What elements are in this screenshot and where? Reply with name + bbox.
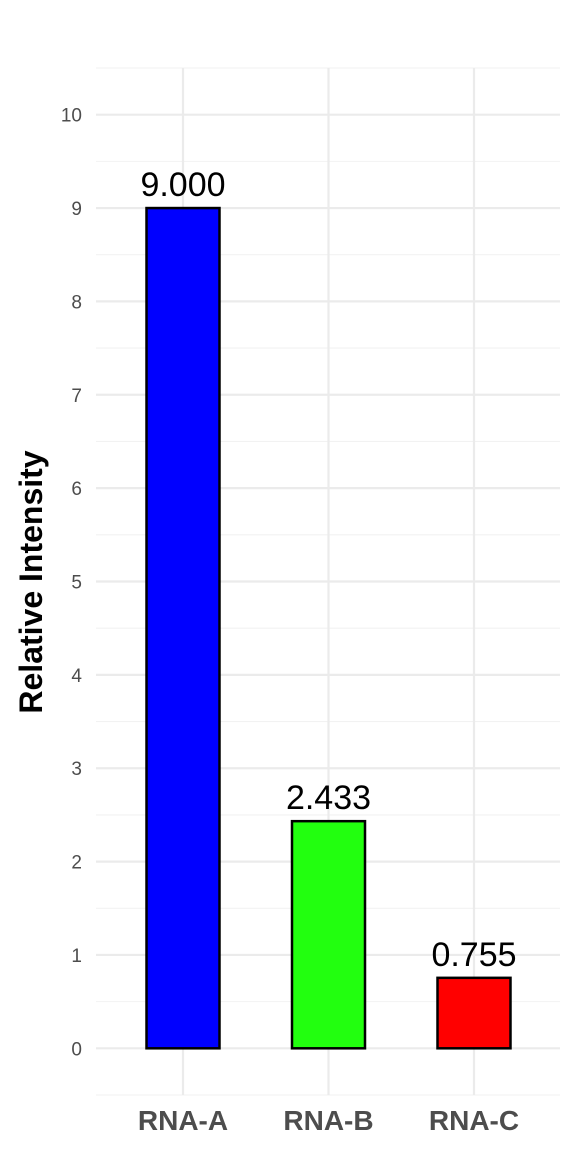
- bar-rna-a: [145, 206, 221, 1050]
- y-tick-label: 5: [71, 573, 82, 594]
- y-tick-label: 8: [71, 292, 82, 313]
- x-tick-label: RNA-A: [138, 1105, 228, 1136]
- bar-rna-c: [436, 976, 512, 1050]
- y-tick-label: 6: [71, 479, 82, 500]
- y-tick-label: 1: [71, 946, 82, 967]
- bar-rna-b: [290, 819, 367, 1050]
- data-labels: 9.000 2.433 0.755: [140, 166, 516, 974]
- y-tick-label: 7: [71, 386, 82, 407]
- data-label-rna-b: 2.433: [286, 779, 371, 817]
- bars: [145, 206, 512, 1050]
- y-tick-label: 4: [71, 666, 82, 687]
- data-label-rna-a: 9.000: [140, 166, 225, 204]
- x-tick-label: RNA-C: [429, 1105, 519, 1136]
- y-tick-label: 0: [71, 1039, 82, 1060]
- y-tick-label: 2: [71, 853, 82, 874]
- data-label-rna-c: 0.755: [431, 936, 516, 974]
- x-tick-label: RNA-B: [283, 1105, 373, 1136]
- y-axis-ticks: 0 1 2 3 4 5 6 7 8 9 10: [61, 106, 83, 1061]
- y-axis-title: Relative Intensity: [13, 450, 49, 713]
- y-tick-label: 3: [71, 759, 82, 780]
- x-axis-ticks: RNA-A RNA-B RNA-C: [138, 1105, 519, 1136]
- y-tick-label: 10: [61, 106, 82, 127]
- y-tick-label: 9: [71, 199, 82, 220]
